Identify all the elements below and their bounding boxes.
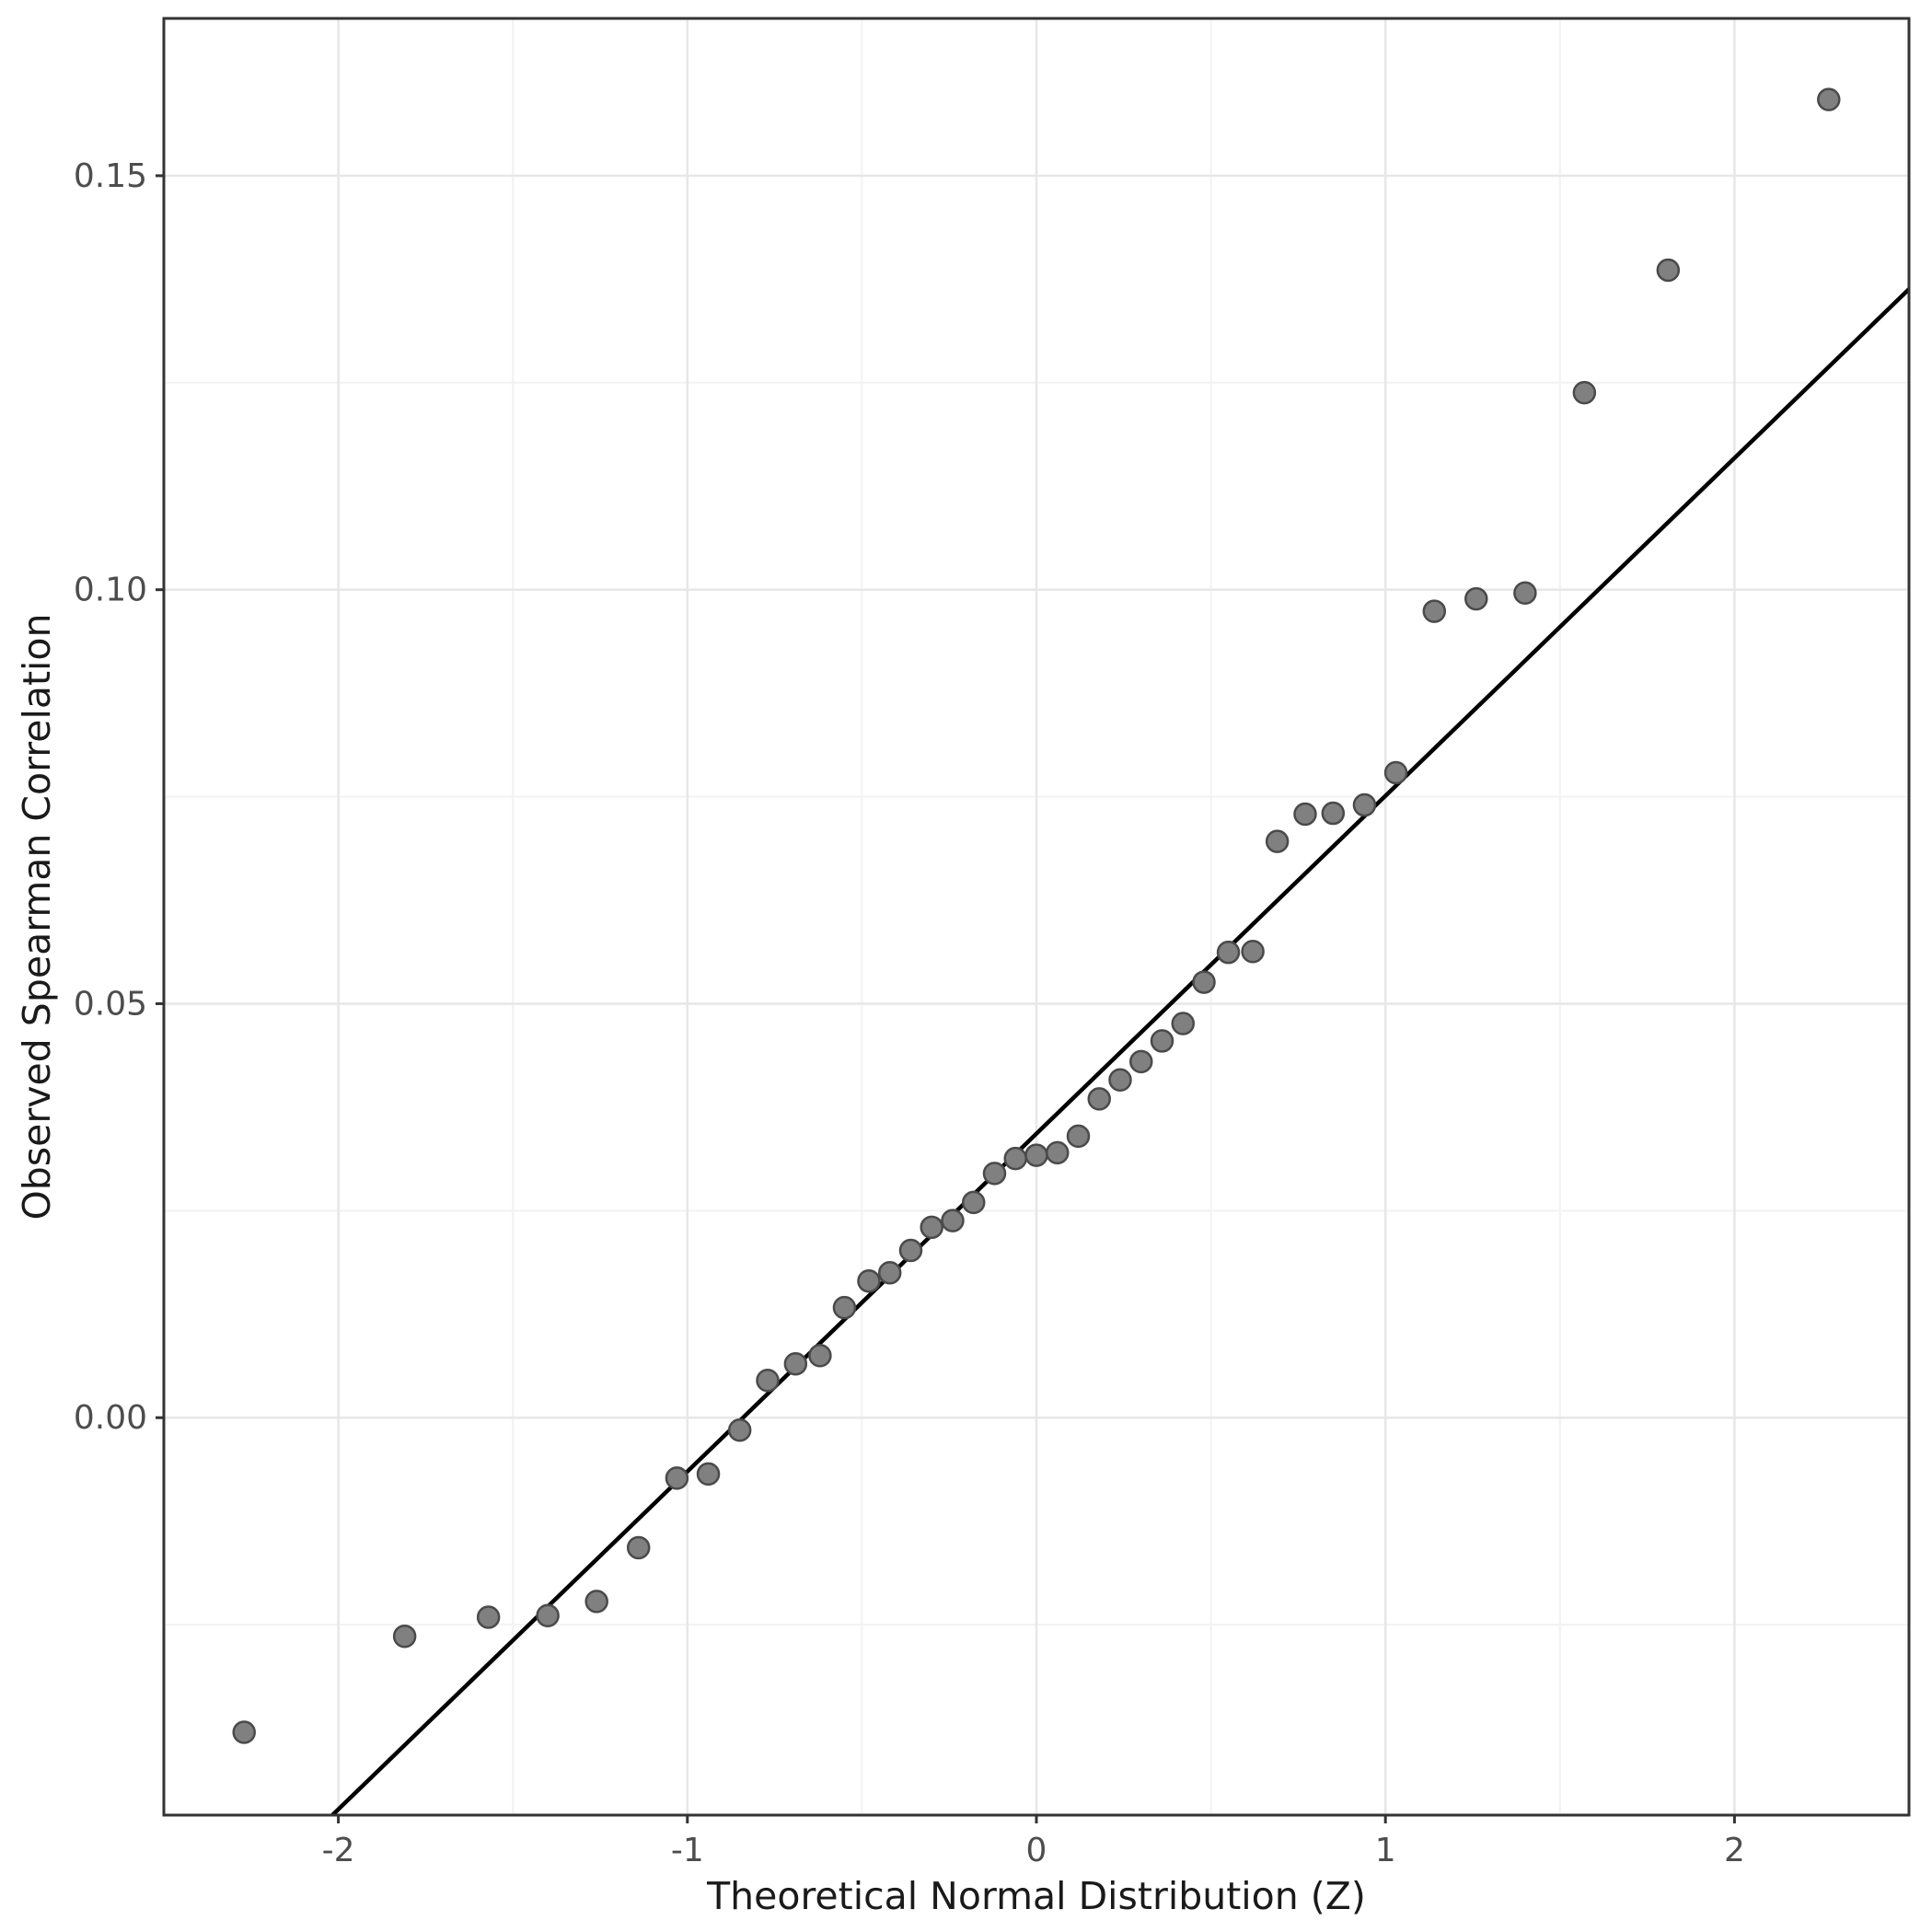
data-point <box>1066 1124 1091 1149</box>
data-point <box>1321 801 1346 826</box>
data-point <box>1192 970 1216 994</box>
data-point <box>1265 829 1290 853</box>
y-tick-label: 0.15 <box>74 157 147 195</box>
y-axis-title: Observed Spearman Correlation <box>15 613 59 1221</box>
data-point <box>1216 940 1241 965</box>
data-point <box>1383 760 1408 785</box>
data-point <box>877 1261 902 1285</box>
x-tick-label: -1 <box>671 1832 704 1869</box>
data-point <box>1293 802 1317 827</box>
data-point <box>1150 1029 1174 1053</box>
data-point <box>1572 380 1597 405</box>
data-point <box>920 1215 943 1240</box>
x-axis-title: Theoretical Normal Distribution (Z) <box>707 1874 1366 1918</box>
data-point <box>1464 586 1488 611</box>
qq-reference-line <box>330 287 1911 1817</box>
data-point <box>783 1352 808 1376</box>
data-point <box>584 1590 608 1614</box>
data-point <box>1087 1087 1112 1111</box>
data-point <box>232 1720 256 1744</box>
data-point <box>941 1209 965 1232</box>
data-point <box>756 1368 780 1393</box>
data-point <box>898 1238 923 1263</box>
data-point <box>626 1535 651 1560</box>
x-tick-label: 2 <box>1724 1832 1745 1869</box>
data-point <box>476 1605 501 1629</box>
x-tick-label: -2 <box>322 1832 355 1869</box>
data-point <box>1513 581 1537 606</box>
data-point <box>1422 599 1447 623</box>
data-point <box>1046 1140 1070 1165</box>
data-point <box>982 1162 1007 1186</box>
data-point <box>536 1603 560 1627</box>
data-point <box>1817 87 1841 111</box>
data-point <box>1656 258 1681 283</box>
data-point <box>1129 1049 1153 1074</box>
data-point <box>857 1269 881 1293</box>
x-tick-label: 1 <box>1375 1832 1396 1869</box>
y-tick-label: 0.05 <box>74 985 147 1023</box>
data-point <box>392 1624 417 1649</box>
data-point <box>1024 1143 1048 1167</box>
data-point <box>961 1190 986 1215</box>
x-tick-label: 0 <box>1026 1832 1047 1869</box>
data-point <box>1003 1146 1027 1171</box>
data-point <box>696 1462 721 1487</box>
data-point <box>808 1344 832 1368</box>
y-tick-label: 0.00 <box>74 1399 147 1437</box>
y-tick-label: 0.10 <box>74 572 147 609</box>
data-point <box>832 1295 857 1320</box>
data-point <box>727 1417 752 1442</box>
data-point <box>665 1466 689 1490</box>
data-point <box>1171 1012 1196 1035</box>
data-point <box>1352 792 1377 817</box>
data-point <box>1108 1068 1132 1092</box>
data-point <box>1241 940 1265 964</box>
